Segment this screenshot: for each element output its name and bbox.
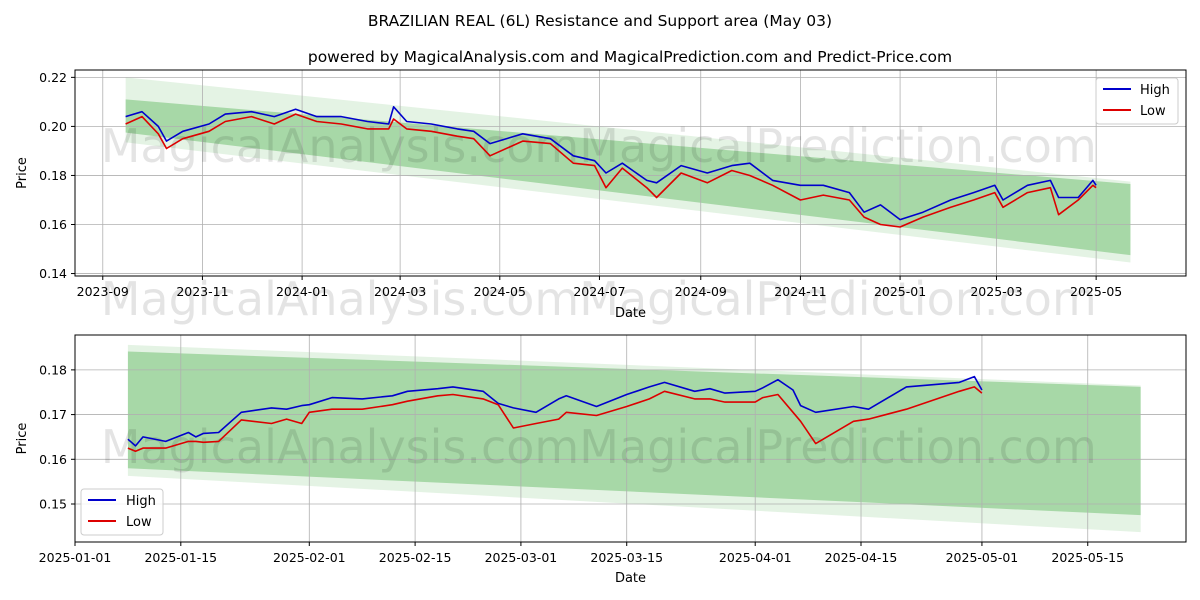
x-tick-label: 2024-07 [573, 284, 625, 299]
bottom-legend-low-label: Low [126, 515, 152, 530]
x-tick-label: 2024-05 [474, 284, 526, 299]
top-watermark: MagicalAnalysis.com MagicalPrediction.co… [101, 119, 1097, 326]
bottom-ticks: 2025-01-01 2025-01-15 2025-02-01 2025-02-15… [39, 362, 1124, 565]
outer-band [127, 344, 1141, 533]
x-tick-label: 2025-03-01 [485, 550, 558, 565]
x-tick-label: 2025-03 [970, 284, 1022, 299]
x-tick-label: 2025-05 [1070, 284, 1122, 299]
x-tick-label: 2025-02-01 [273, 550, 346, 565]
chart-subtitle: powered by MagicalAnalysis.com and Magic… [308, 48, 952, 66]
x-tick-label: 2025-03-15 [590, 550, 663, 565]
y-tick-label: 0.18 [39, 168, 67, 183]
top-legend-low-label: Low [1140, 104, 1166, 119]
y-tick-label: 0.15 [39, 496, 67, 511]
x-tick-label: 2025-05-01 [946, 550, 1019, 565]
x-tick-label: 2025-04-01 [719, 550, 792, 565]
x-tick-label: 2025-01-01 [39, 550, 112, 565]
x-tick-label: 2025-04-15 [825, 550, 898, 565]
bottom-legend: High Low [80, 488, 164, 536]
top-legend-high-label: High [1140, 83, 1170, 98]
x-tick-label: 2025-05-15 [1051, 550, 1124, 565]
top-gridlines [75, 70, 1186, 276]
outer-band [125, 77, 1131, 263]
y-tick-label: 0.20 [39, 119, 67, 134]
top-frame [74, 69, 1187, 277]
x-tick-label: 2024-09 [675, 284, 727, 299]
x-tick-label: 2025-01-15 [144, 550, 217, 565]
bottom-y-axis-label: Price [15, 423, 30, 455]
series-line-low [125, 113, 1097, 228]
top-chart: MagicalAnalysis.com MagicalPrediction.co… [15, 69, 1187, 326]
y-tick-label: 0.18 [39, 362, 67, 377]
bottom-chart: MagicalAnalysis.com MagicalPrediction.co… [15, 334, 1187, 586]
bottom-legend-high-label: High [126, 494, 156, 509]
bottom-series [127, 375, 983, 453]
x-tick-label: 2024-03 [374, 284, 426, 299]
inner-band [127, 351, 1141, 516]
chart-title: BRAZILIAN REAL (6L) Resistance and Suppo… [368, 12, 832, 30]
y-tick-label: 0.16 [39, 217, 67, 232]
watermark-prediction-3: MagicalPrediction.com [579, 420, 1097, 474]
y-tick-label: 0.14 [39, 266, 67, 281]
inner-band [125, 99, 1131, 256]
top-x-axis-label: Date [615, 306, 646, 321]
watermark-prediction: MagicalPrediction.com [579, 119, 1097, 173]
y-tick-label: 0.16 [39, 452, 67, 467]
x-tick-label: 2025-02-15 [379, 550, 452, 565]
watermark-analysis-3: MagicalAnalysis.com [101, 420, 580, 474]
top-legend: High Low [1095, 77, 1179, 125]
y-tick-label: 0.22 [39, 70, 67, 85]
bottom-frame [74, 334, 1187, 543]
x-tick-label: 2023-09 [77, 284, 129, 299]
y-tick-label: 0.17 [39, 407, 67, 422]
series-line-low [127, 386, 983, 453]
top-y-axis-label: Price [15, 157, 30, 189]
x-tick-label: 2024-11 [774, 284, 826, 299]
top-band [125, 77, 1131, 263]
x-tick-label: 2024-01 [276, 284, 328, 299]
top-ticks: 2023-09 2023-11 2024-01 2024-03 2024-05 2024-… [39, 70, 1122, 299]
x-tick-label: 2025-01 [874, 284, 926, 299]
bottom-watermark: MagicalAnalysis.com MagicalPrediction.co… [101, 420, 1097, 474]
series-line-high [125, 106, 1097, 221]
watermark-analysis: MagicalAnalysis.com [101, 119, 580, 173]
bottom-gridlines [74, 335, 1186, 542]
watermark-analysis-2: MagicalAnalysis.com [101, 272, 580, 326]
watermark-prediction-2: MagicalPrediction.com [579, 272, 1097, 326]
bottom-x-axis-label: Date [615, 571, 646, 586]
bottom-band [127, 344, 1141, 533]
top-series [125, 106, 1097, 228]
x-tick-label: 2023-11 [176, 284, 228, 299]
series-line-high [127, 375, 983, 447]
